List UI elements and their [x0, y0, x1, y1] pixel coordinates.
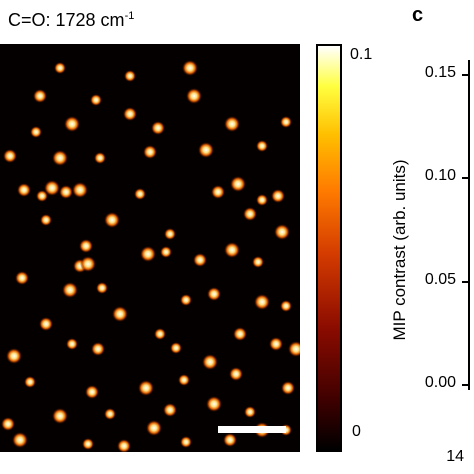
particle-spot: [274, 224, 290, 240]
particle-spot: [182, 60, 198, 76]
particle-spot: [271, 189, 285, 203]
particle-spot: [82, 438, 94, 450]
particle-spot: [112, 306, 128, 322]
colorbar-max-label: 0.1: [350, 46, 373, 63]
particle-spot: [224, 242, 240, 258]
particle-spot: [164, 228, 176, 240]
particle-spot: [154, 328, 166, 340]
particle-spot: [85, 385, 99, 399]
particle-spot: [12, 432, 28, 448]
particle-spot: [80, 256, 96, 272]
particle-spot: [24, 376, 36, 388]
particle-spot: [91, 342, 105, 356]
particle-spot: [206, 396, 222, 412]
colorbar: [316, 44, 342, 452]
y-axis-line: [468, 60, 470, 390]
particle-spot: [52, 408, 68, 424]
y-tick-mark: [462, 74, 470, 76]
y-tick-mark: [462, 177, 470, 180]
particle-spot: [30, 126, 42, 138]
particle-spot: [244, 406, 256, 418]
particle-spot: [254, 294, 270, 310]
y-tick-mark: [462, 384, 470, 386]
particle-spot: [59, 185, 73, 199]
particle-spot: [96, 282, 108, 294]
particle-spot: [288, 341, 300, 357]
particle-spot: [178, 374, 190, 386]
particle-spot: [54, 62, 66, 74]
particle-spot: [33, 89, 47, 103]
particle-spot: [104, 212, 120, 228]
particle-spot: [3, 149, 17, 163]
particle-spot: [233, 327, 247, 341]
particle-spot: [15, 271, 29, 285]
mip-image: [0, 44, 300, 452]
particle-spot: [211, 185, 225, 199]
particle-spot: [66, 338, 78, 350]
particle-spot: [52, 150, 68, 166]
particle-spot: [180, 436, 192, 448]
particle-spot: [280, 116, 292, 128]
particle-spot: [117, 439, 131, 452]
y-tick-label: 0.10: [424, 167, 456, 185]
particle-spot: [79, 239, 93, 253]
particle-spot: [39, 317, 53, 331]
particle-spot: [280, 300, 292, 312]
image-title: C=O: 1728 cm-1: [8, 10, 135, 30]
particle-spot: [224, 116, 240, 132]
scale-bar: [218, 426, 286, 433]
y-tick-label: 0.15: [424, 64, 456, 81]
particle-spot: [193, 253, 207, 267]
particle-spot: [123, 107, 137, 121]
particle-spot: [202, 354, 218, 370]
particle-spot: [230, 176, 246, 192]
particle-spot: [256, 140, 268, 152]
particle-spot: [229, 367, 243, 381]
panel-letter: c: [412, 4, 424, 26]
particle-spot: [281, 381, 295, 395]
particle-spot: [36, 190, 48, 202]
particle-spot: [256, 194, 268, 206]
particle-spot: [207, 287, 221, 301]
particle-spot: [143, 145, 157, 159]
particle-spot: [1, 417, 15, 431]
particle-spot: [269, 337, 283, 351]
particle-spot: [90, 94, 102, 106]
particle-spot: [62, 282, 78, 298]
particle-spot: [140, 246, 156, 262]
particle-spot: [170, 342, 182, 354]
particle-spot: [180, 294, 192, 306]
particle-spot: [146, 420, 162, 436]
particle-spot: [198, 142, 214, 158]
mip-image-canvas: [0, 44, 300, 452]
particle-spot: [138, 380, 154, 396]
particle-spot: [17, 183, 31, 197]
y-tick-mark: [462, 280, 470, 283]
particle-spot: [44, 180, 60, 196]
particle-spots: [1, 60, 300, 452]
particle-spot: [252, 256, 264, 268]
y-tick-label: 0.00: [424, 374, 456, 391]
particle-spot: [223, 433, 237, 447]
particle-spot: [72, 182, 88, 198]
colorbar-min-label: 0: [352, 423, 361, 440]
particle-spot: [134, 188, 146, 200]
particle-spot: [124, 70, 136, 82]
y-axis-label: MIP contrast (arb. units): [390, 159, 409, 341]
particle-spot: [40, 214, 52, 226]
particle-spot: [94, 152, 106, 164]
particle-spot: [64, 116, 80, 132]
particle-spot: [186, 88, 202, 104]
x-tick-partial: 14: [446, 448, 464, 465]
particle-spot: [160, 246, 172, 258]
particle-spot: [6, 348, 22, 364]
particle-spot: [104, 408, 116, 420]
y-tick-label: 0.05: [424, 270, 456, 288]
particle-spot: [163, 403, 177, 417]
particle-spot: [243, 207, 257, 221]
particle-spot: [151, 121, 165, 135]
